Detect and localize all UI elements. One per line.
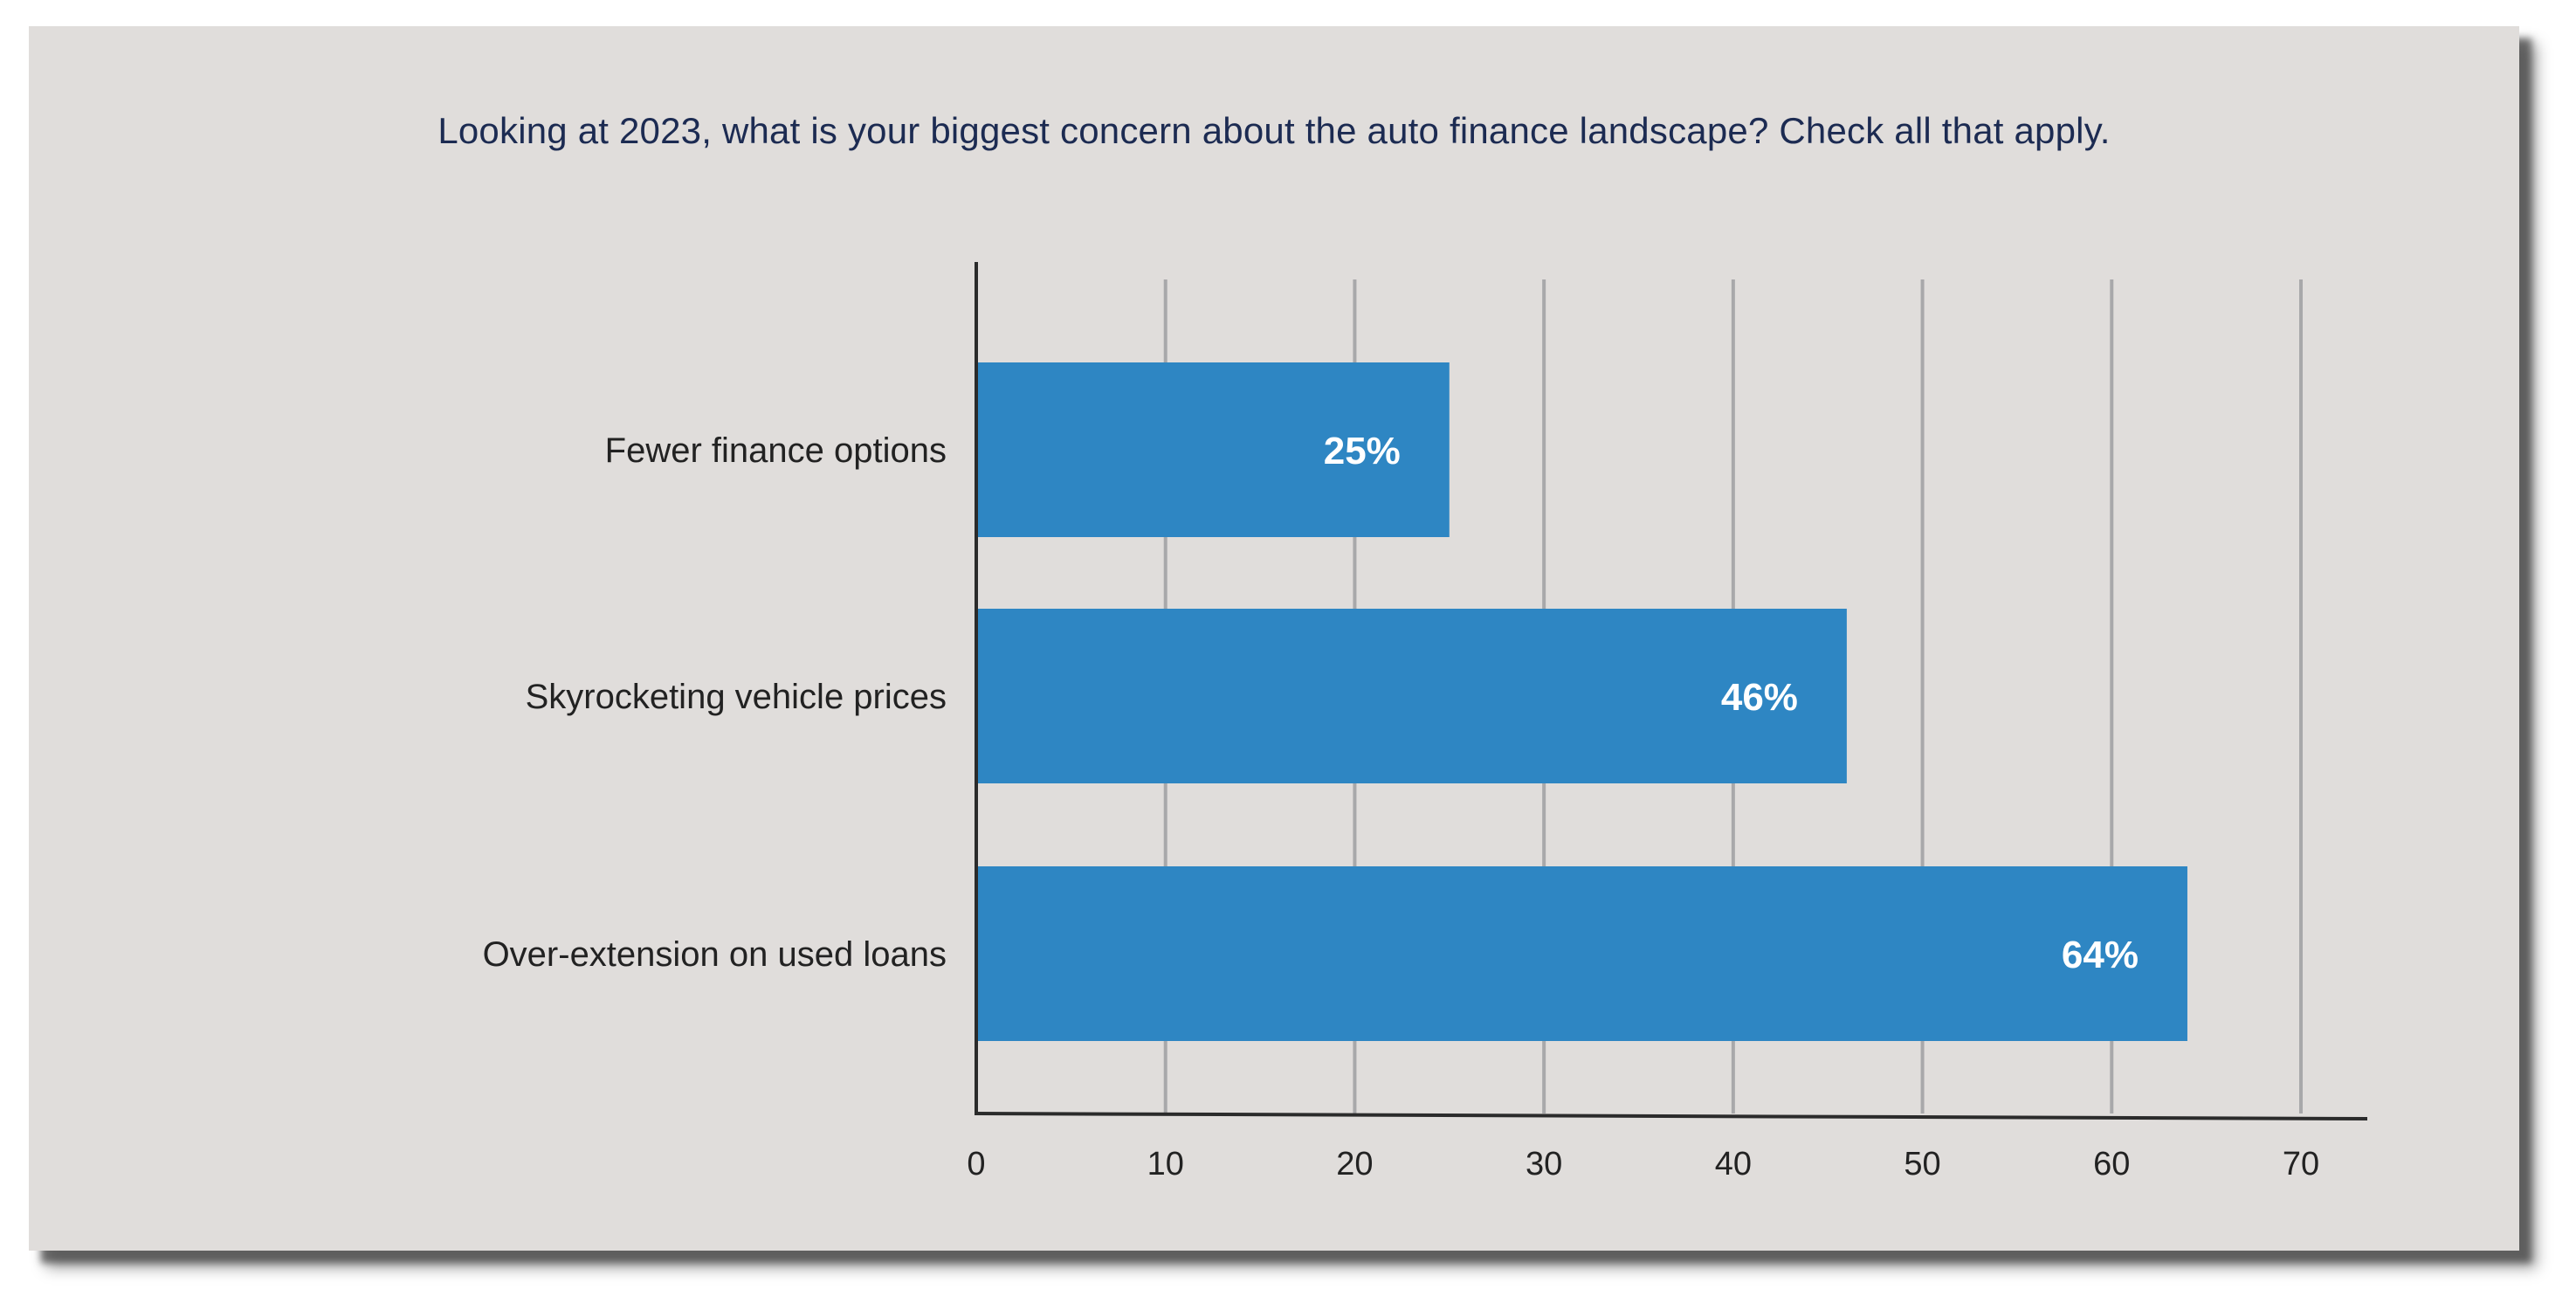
x-tick-label: 0 bbox=[967, 1146, 985, 1182]
x-axis bbox=[974, 1112, 2368, 1120]
bar bbox=[976, 362, 1450, 537]
bar bbox=[976, 866, 2187, 1041]
x-tick-label: 10 bbox=[1147, 1146, 1184, 1182]
category-label: Over-extension on used loans bbox=[483, 935, 947, 974]
bar bbox=[976, 609, 1847, 783]
bar-value-label: 64% bbox=[2062, 934, 2139, 976]
bar-chart: 25% Fewer finance options 46% Skyrocketing … bbox=[483, 262, 2368, 1182]
category-label: Fewer finance options bbox=[605, 431, 947, 470]
x-tick-label: 20 bbox=[1336, 1146, 1373, 1182]
chart-title: Looking at 2023, what is your biggest co… bbox=[437, 110, 2111, 151]
x-tick-label: 70 bbox=[2283, 1146, 2319, 1182]
chart-card: Looking at 2023, what is your biggest co… bbox=[29, 26, 2519, 1251]
bar-value-label: 25% bbox=[1324, 430, 1401, 472]
x-tick-label: 60 bbox=[2093, 1146, 2130, 1182]
category-label: Skyrocketing vehicle prices bbox=[526, 678, 947, 716]
x-tick-label: 30 bbox=[1526, 1146, 1562, 1182]
x-tick-label: 50 bbox=[1904, 1146, 1940, 1182]
bar-value-label: 46% bbox=[1721, 676, 1798, 719]
x-tick-label: 40 bbox=[1715, 1146, 1752, 1182]
